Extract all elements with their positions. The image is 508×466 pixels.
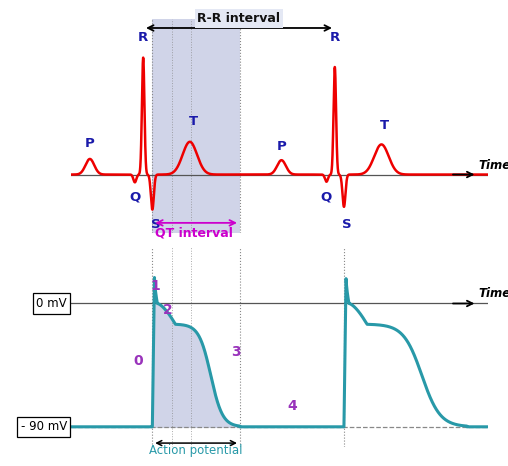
Text: 2: 2 xyxy=(163,303,173,317)
Text: Time: Time xyxy=(479,159,508,172)
Text: P: P xyxy=(85,137,94,150)
Text: P: P xyxy=(277,140,287,153)
Text: Q: Q xyxy=(129,190,141,203)
Text: - 90 mV: - 90 mV xyxy=(21,420,67,433)
Text: 4: 4 xyxy=(287,399,297,413)
Text: 3: 3 xyxy=(231,344,240,358)
Text: Action potential: Action potential xyxy=(149,445,243,458)
Bar xyxy=(152,19,240,233)
Text: T: T xyxy=(188,115,198,128)
Text: Time: Time xyxy=(479,287,508,300)
Text: R: R xyxy=(138,31,148,44)
Text: 0 mV: 0 mV xyxy=(37,297,67,310)
Text: R-R interval: R-R interval xyxy=(198,12,280,25)
Text: R: R xyxy=(330,31,340,44)
Text: S: S xyxy=(151,218,161,231)
Text: QT interval: QT interval xyxy=(155,227,233,240)
Text: Q: Q xyxy=(321,190,332,203)
Text: S: S xyxy=(342,218,352,231)
Text: T: T xyxy=(380,119,389,132)
Text: 0: 0 xyxy=(133,354,143,368)
Text: 1: 1 xyxy=(151,279,161,293)
